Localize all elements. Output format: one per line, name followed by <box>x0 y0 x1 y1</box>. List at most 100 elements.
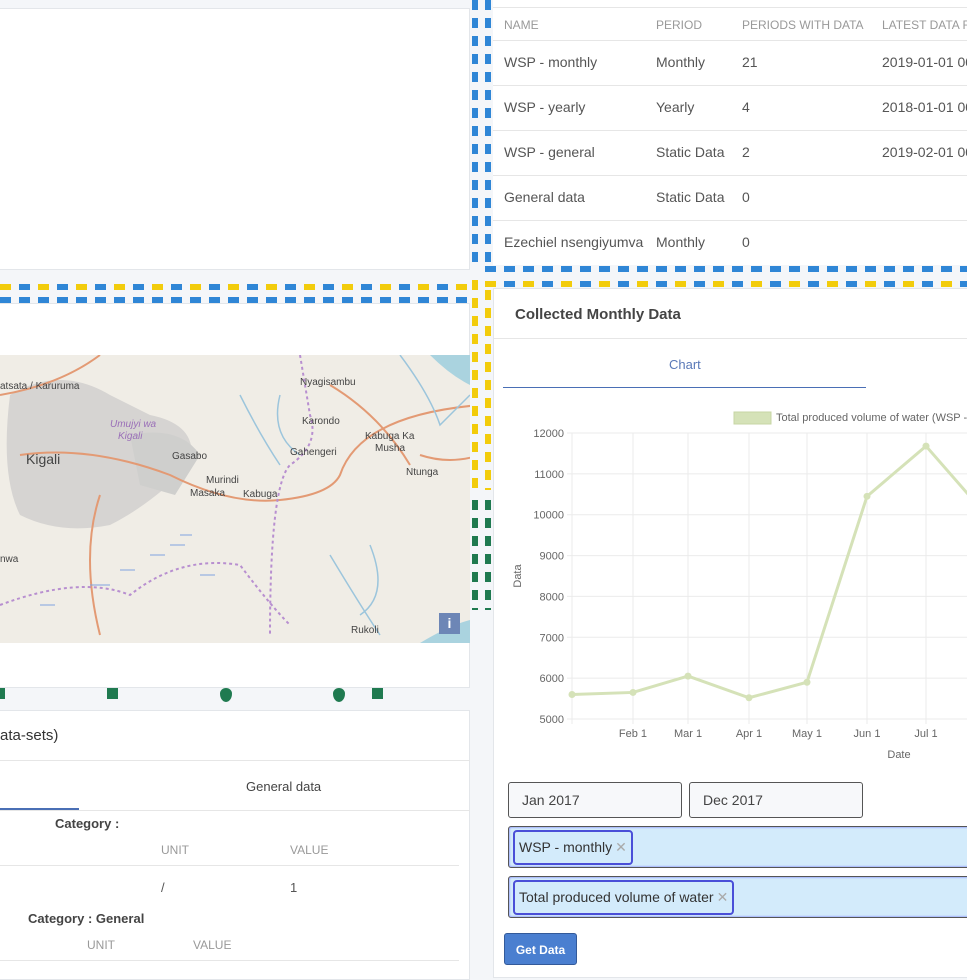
variable-chip[interactable]: Total produced volume of water ✕ <box>513 880 735 915</box>
dataset-period: Yearly <box>656 99 695 115</box>
marker-icon <box>107 688 118 699</box>
map-label: Ntunga <box>406 467 439 478</box>
x-tick-label: May 1 <box>792 728 822 740</box>
dataset-name[interactable]: WSP - general <box>504 144 595 160</box>
data-point <box>863 492 871 500</box>
legend-swatch <box>733 411 772 425</box>
dataset-name[interactable]: WSP - monthly <box>504 54 598 70</box>
dataset-count: 2 <box>742 144 750 160</box>
dataset-chip[interactable]: WSP - monthly ✕ <box>513 830 633 865</box>
divider <box>0 284 470 290</box>
dataset-count: 0 <box>742 189 750 205</box>
dataset-count: 4 <box>742 99 750 115</box>
top-left-card <box>0 8 470 270</box>
marker-icon <box>0 688 5 699</box>
map-label: Kigali <box>26 451 61 467</box>
value-header: VALUE <box>193 938 232 952</box>
start-month-input[interactable]: Jan 2017 <box>508 782 682 818</box>
data-point <box>803 678 811 686</box>
data-point <box>922 442 930 450</box>
map[interactable]: atsata / Karuruma Umujyi wa Kigali Kigali Ga… <box>0 355 470 643</box>
x-tick-label: Feb 1 <box>619 728 647 740</box>
map-label: atsata / Karuruma <box>0 381 80 392</box>
map-info-button[interactable]: i <box>439 613 460 634</box>
y-tick-label: 6000 <box>540 673 564 685</box>
dataset-period: Static Data <box>656 144 725 160</box>
col-periods-with-data: PERIODS WITH DATA <box>742 18 864 32</box>
monthly-card-title: Collected Monthly Data <box>515 306 681 323</box>
divider <box>472 500 478 610</box>
map-tiles <box>0 355 470 643</box>
map-label: Kigali <box>118 431 143 442</box>
map-label: Nyagisambu <box>300 377 356 388</box>
data-point <box>568 690 576 698</box>
y-tick-label: 7000 <box>540 632 564 644</box>
drop-icon <box>220 688 232 702</box>
dataset-select[interactable]: WSP - monthly ✕ <box>508 826 967 868</box>
map-label: Murindi <box>206 475 239 486</box>
map-label: Masaka <box>190 488 226 499</box>
remove-icon[interactable]: ✕ <box>716 889 729 905</box>
map-label: Umujyi wa <box>110 419 157 430</box>
tab-general-data[interactable]: General data <box>246 779 322 794</box>
y-axis-title: Data <box>512 564 524 588</box>
col-latest-data: LATEST DATA FO <box>882 18 967 32</box>
col-period: PERIOD <box>656 18 703 32</box>
datasets-card <box>0 710 470 980</box>
dataset-period: Static Data <box>656 189 725 205</box>
map-label: Gasabo <box>172 451 208 462</box>
y-tick-label: 11000 <box>534 469 564 481</box>
category-label: Category : General <box>28 911 145 926</box>
dataset-period: Monthly <box>656 54 706 70</box>
map-label: Kabuga Ka <box>365 431 415 442</box>
line-chart: 12000 11000 10000 9000 8000 7000 6000 5000 Feb 1… <box>512 411 967 761</box>
legend-label: Total produced volume of water (WSP - <box>776 412 967 424</box>
y-tick-label: 8000 <box>540 591 564 603</box>
map-label: Kabuga <box>243 489 278 500</box>
tab-chart[interactable]: Chart <box>669 357 701 372</box>
x-axis-title: Date <box>887 749 910 761</box>
x-tick-label: Mar 1 <box>674 728 702 740</box>
divider <box>485 500 491 610</box>
category-label: Category : <box>55 816 120 831</box>
dataset-name[interactable]: WSP - yearly <box>504 99 586 115</box>
y-tick-label: 12000 <box>533 428 564 440</box>
map-label: Karondo <box>302 416 340 427</box>
active-tab-underline <box>0 808 79 810</box>
drop-icon <box>333 688 345 702</box>
dataset-period: Monthly <box>656 234 706 250</box>
divider <box>0 297 470 303</box>
dataset-count: 0 <box>742 234 750 250</box>
marker-icon <box>372 688 383 699</box>
dataset-name[interactable]: Ezechiel nsengiyumva <box>504 234 644 250</box>
col-name: NAME <box>504 18 539 32</box>
dataset-latest: 2019-02-01 00 <box>882 144 967 160</box>
remove-icon[interactable]: ✕ <box>615 839 627 855</box>
end-month-input[interactable]: Dec 2017 <box>689 782 863 818</box>
dataset-count: 21 <box>742 54 758 70</box>
dataset-name[interactable]: General data <box>504 189 585 205</box>
dataset-latest: 2019-01-01 00 <box>882 54 967 70</box>
x-tick-label: Jul 1 <box>914 728 937 740</box>
divider <box>485 281 967 287</box>
map-label: nwa <box>0 554 19 565</box>
data-line <box>571 443 967 700</box>
active-tab-underline <box>503 387 866 388</box>
divider <box>472 280 478 490</box>
y-tick-label: 10000 <box>533 510 564 522</box>
data-point <box>745 694 753 702</box>
divider <box>485 290 491 490</box>
value-cell: 1 <box>290 880 298 895</box>
get-data-button[interactable]: Get Data <box>504 933 577 965</box>
unit-cell: / <box>161 880 165 895</box>
data-point <box>684 672 692 680</box>
datasets-card-title: ata-sets) <box>0 727 59 744</box>
divider <box>472 0 478 265</box>
map-label: Rukoli <box>351 625 379 636</box>
x-tick-label: Jun 1 <box>854 728 881 740</box>
data-point <box>629 688 637 696</box>
divider <box>485 0 491 265</box>
x-tick-label: Apr 1 <box>736 728 762 740</box>
variable-select[interactable]: Total produced volume of water ✕ <box>508 876 967 918</box>
map-markers <box>0 686 470 708</box>
